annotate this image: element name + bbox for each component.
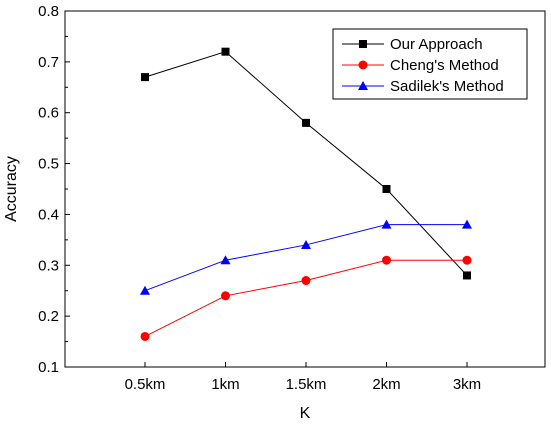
legend-label: Our Approach [390,36,483,53]
x-tick-label: 2km [372,376,400,393]
data-point [141,73,149,82]
y-tick-label: 0.8 [38,3,59,20]
series-triangle [140,219,472,295]
y-tick-label: 0.3 [38,257,59,274]
series-line [144,259,467,337]
y-tick-label: 0.1 [38,359,59,376]
legend-item: Sadilek's Method [342,78,504,95]
y-tick-label: 0.4 [38,206,59,223]
data-point [301,239,311,249]
x-tick-label: 3km [453,376,481,393]
x-tick-label: 1km [211,376,239,393]
data-point [462,255,472,265]
data-point [382,255,391,265]
legend-label: Cheng's Method [390,57,499,74]
series-circle [140,255,472,341]
y-axis-label: Accuracy [3,156,20,222]
legend: Our Approach Cheng's Method Sadilek's Meth… [332,28,528,100]
data-point [140,285,150,295]
y-tick-label: 0.2 [38,308,59,325]
legend-marker [358,81,368,90]
x-axis-label: K [300,405,311,422]
legend-marker [359,40,367,48]
data-point [140,331,150,341]
data-point [381,219,392,229]
x-tick-label: 0.5km [125,376,166,393]
x-tick-label: 1.5km [286,376,327,393]
legend-label: Sadilek's Method [390,78,504,95]
y-tick-label: 0.5 [38,156,59,173]
y-tick-label: 0.6 [38,105,59,122]
legend-item: Our Approach [342,36,483,53]
legend-marker [358,60,368,70]
series-square [141,47,471,280]
y-tick-label: 0.7 [38,54,59,71]
data-point [301,276,311,286]
data-point [302,118,310,127]
data-point [220,255,231,265]
data-point [221,291,230,301]
x-axis: 0.5km 1km 1.5km 2km 3km [125,362,481,393]
data-point [463,271,471,280]
y-axis: 0.1 0.2 0.3 0.4 0.5 0.6 0.7 0.8 [38,3,70,376]
series-layer [140,47,472,341]
legend-item: Cheng's Method [342,57,499,74]
data-point [382,185,391,193]
data-point [221,47,230,56]
data-point [462,219,472,229]
